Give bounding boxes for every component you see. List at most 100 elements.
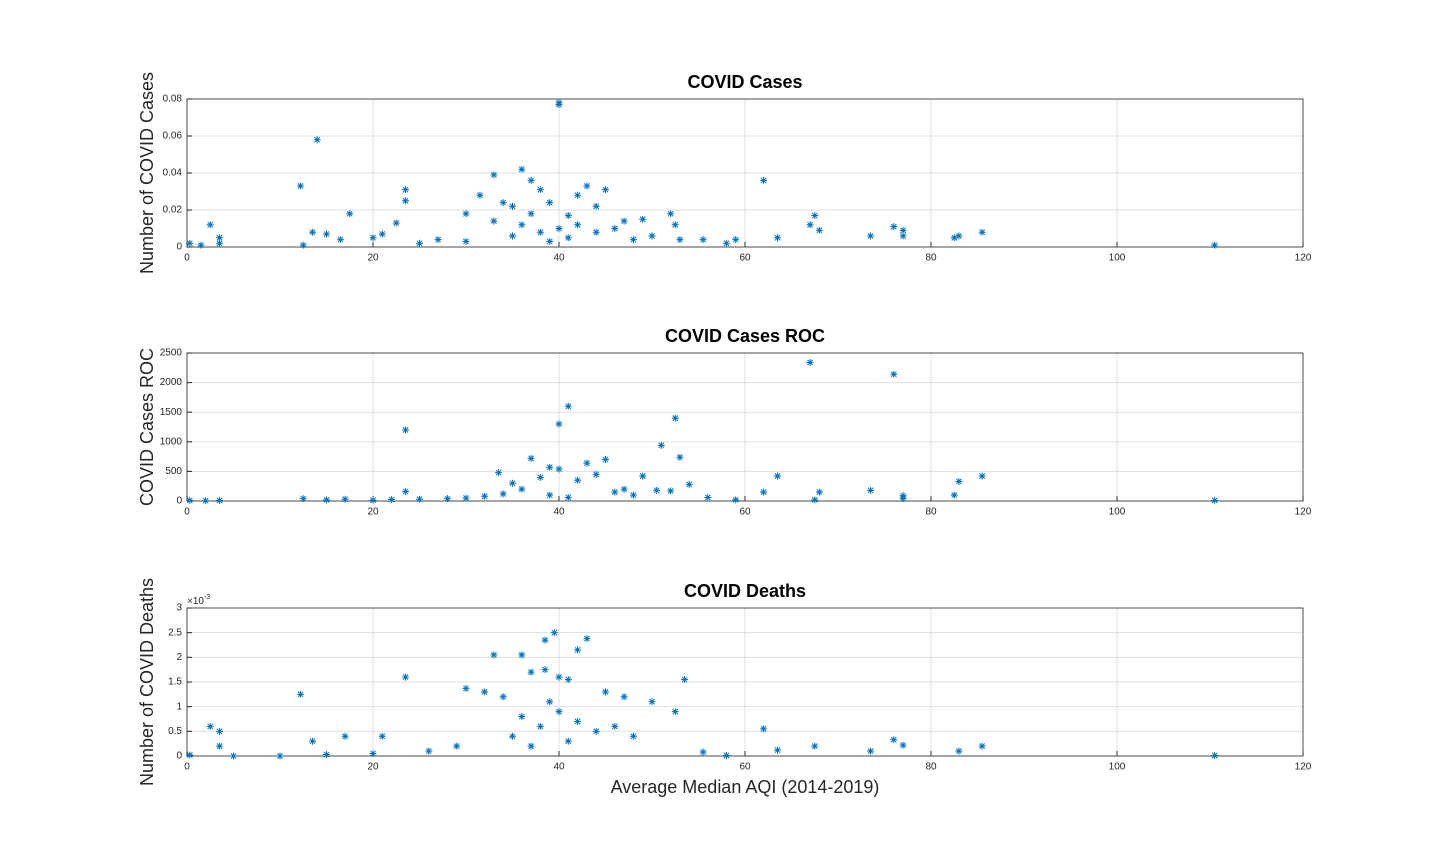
data-point [671,221,679,229]
data-point [527,454,535,462]
x-tick-label: 0 [184,507,190,518]
data-point [955,477,963,485]
data-point [402,197,410,205]
y-tick-label: 1 [176,701,182,712]
x-tick-label: 40 [553,507,565,518]
data-point [774,234,782,242]
x-tick-label: 100 [1109,507,1126,518]
data-point [216,496,224,504]
y-tick-label: 0.5 [168,726,182,737]
data-point [978,742,986,750]
data-point [867,747,875,755]
data-point [186,751,194,759]
data-point [313,136,321,144]
data-point [611,225,619,232]
data-point [592,470,600,478]
data-point [206,221,214,229]
data-point [722,752,730,760]
data-point [760,488,768,496]
x-tick-label: 100 [1109,253,1126,264]
data-point [378,732,386,740]
y-tick-label: 1500 [160,407,183,418]
x-tick-label: 40 [553,253,565,264]
data-point [323,496,330,504]
data-point [509,732,516,740]
data-point [541,636,549,644]
data-point [955,232,963,240]
data-point [732,236,740,244]
data-point [1211,241,1219,249]
data-point [296,182,304,190]
data-point [611,488,619,496]
data-point [806,358,814,366]
data-point [629,491,637,499]
data-point [671,708,679,716]
x-tick-label: 20 [367,762,379,773]
x-tick-label: 80 [925,762,937,773]
data-point [216,239,224,247]
data-point [629,732,637,740]
data-point [527,668,535,676]
data-point [341,495,349,503]
data-point [592,202,600,210]
data-point [416,239,423,247]
data-point [216,727,224,735]
data-point [546,698,554,706]
data-point [564,212,572,220]
data-point [402,426,410,434]
data-point [518,713,526,721]
axes-box [186,607,1304,757]
data-point [811,212,819,220]
exponent-power: -3 [204,594,210,601]
data-point [676,236,684,244]
data-point [620,485,628,493]
data-point [611,722,619,730]
x-tick-label: 60 [739,253,751,264]
data-point [546,199,554,207]
data-point [490,171,498,179]
data-point [899,495,907,503]
y-tick-label: 0 [176,496,182,507]
data-point [592,727,600,735]
data-point [574,221,582,229]
data-point [899,226,907,234]
data-point [509,232,516,240]
data-point [811,496,819,504]
data-point [681,676,689,684]
data-point [462,210,470,218]
data-point [564,234,572,242]
data-point [667,487,675,495]
data-point [299,241,307,249]
data-point [518,485,526,493]
chart-title: COVID Cases [687,72,802,92]
data-point [1211,496,1219,504]
data-point [760,725,768,733]
x-tick-label: 120 [1295,507,1312,518]
data-point [527,742,535,750]
data-point [476,191,484,199]
y-tick-label: 0.08 [163,94,183,105]
chart-title: COVID Deaths [684,581,806,601]
x-tick-label: 0 [184,253,190,264]
data-point [425,747,433,755]
data-point [978,228,986,236]
data-point [722,239,730,247]
data-point [685,480,693,488]
data-point [309,737,317,745]
y-tick-label: 500 [165,466,182,477]
data-point [574,717,582,725]
data-point [536,722,544,730]
data-point [509,479,516,487]
data-point [546,463,554,471]
data-point [899,741,907,749]
x-tick-label: 80 [925,253,937,264]
data-point [699,748,707,756]
y-tick-label: 0.02 [163,205,183,216]
data-point [434,236,442,244]
data-point [564,493,572,501]
y-tick-label: 2.5 [168,627,182,638]
data-point [867,232,875,240]
data-point [402,488,410,496]
data-point [536,228,544,236]
axes-box [186,352,1304,502]
